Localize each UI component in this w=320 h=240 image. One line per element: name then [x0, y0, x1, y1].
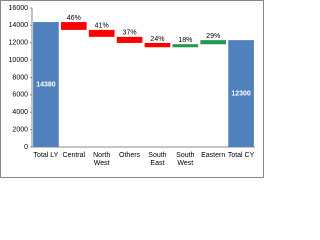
y-tick-label: 8000	[12, 74, 28, 81]
y-tick-label: 16000	[9, 5, 29, 12]
decrease-bar	[144, 42, 171, 48]
y-tick-label: 0	[24, 144, 28, 151]
total-bar	[228, 40, 254, 147]
y-tick-label: 10000	[9, 57, 29, 64]
annotation: 46%	[67, 15, 81, 22]
y-tick-label: 14000	[9, 22, 29, 29]
x-tick-label: Others	[119, 152, 141, 159]
y-tick-label: 12000	[9, 40, 29, 47]
value-label: 14380	[36, 81, 56, 88]
x-tick-label: South East	[148, 152, 167, 167]
annotation: 18%	[178, 37, 192, 44]
y-tick-label: 4000	[12, 109, 28, 116]
y-tick-label: 6000	[12, 92, 28, 99]
x-tick-label: North West	[93, 152, 111, 167]
chart-container: 0 2000 4000 6000 8000 10000 12000 14000 16000 143…	[0, 0, 264, 178]
increase-bar	[200, 40, 227, 45]
x-tick-label: Total LY	[33, 152, 59, 159]
value-label: 12300	[231, 90, 251, 97]
decrease-bar	[60, 22, 87, 30]
annotation: 29%	[206, 33, 220, 40]
annotation: 41%	[95, 23, 109, 30]
total-bar	[33, 22, 59, 148]
decrease-bar	[116, 36, 143, 43]
chart: 0 2000 4000 6000 8000 10000 12000 14000 16000 143…	[0, 0, 264, 178]
x-tick-label: Central	[62, 152, 86, 159]
increase-bar	[172, 44, 199, 48]
x-tick-label: Eastern	[201, 152, 226, 159]
decrease-bar	[88, 29, 115, 37]
x-tick-label: Total CY	[227, 152, 255, 159]
annotation: 24%	[150, 36, 164, 43]
annotation: 37%	[123, 30, 137, 37]
x-tick-label: South West	[176, 152, 195, 167]
y-tick-label: 2000	[12, 126, 28, 133]
